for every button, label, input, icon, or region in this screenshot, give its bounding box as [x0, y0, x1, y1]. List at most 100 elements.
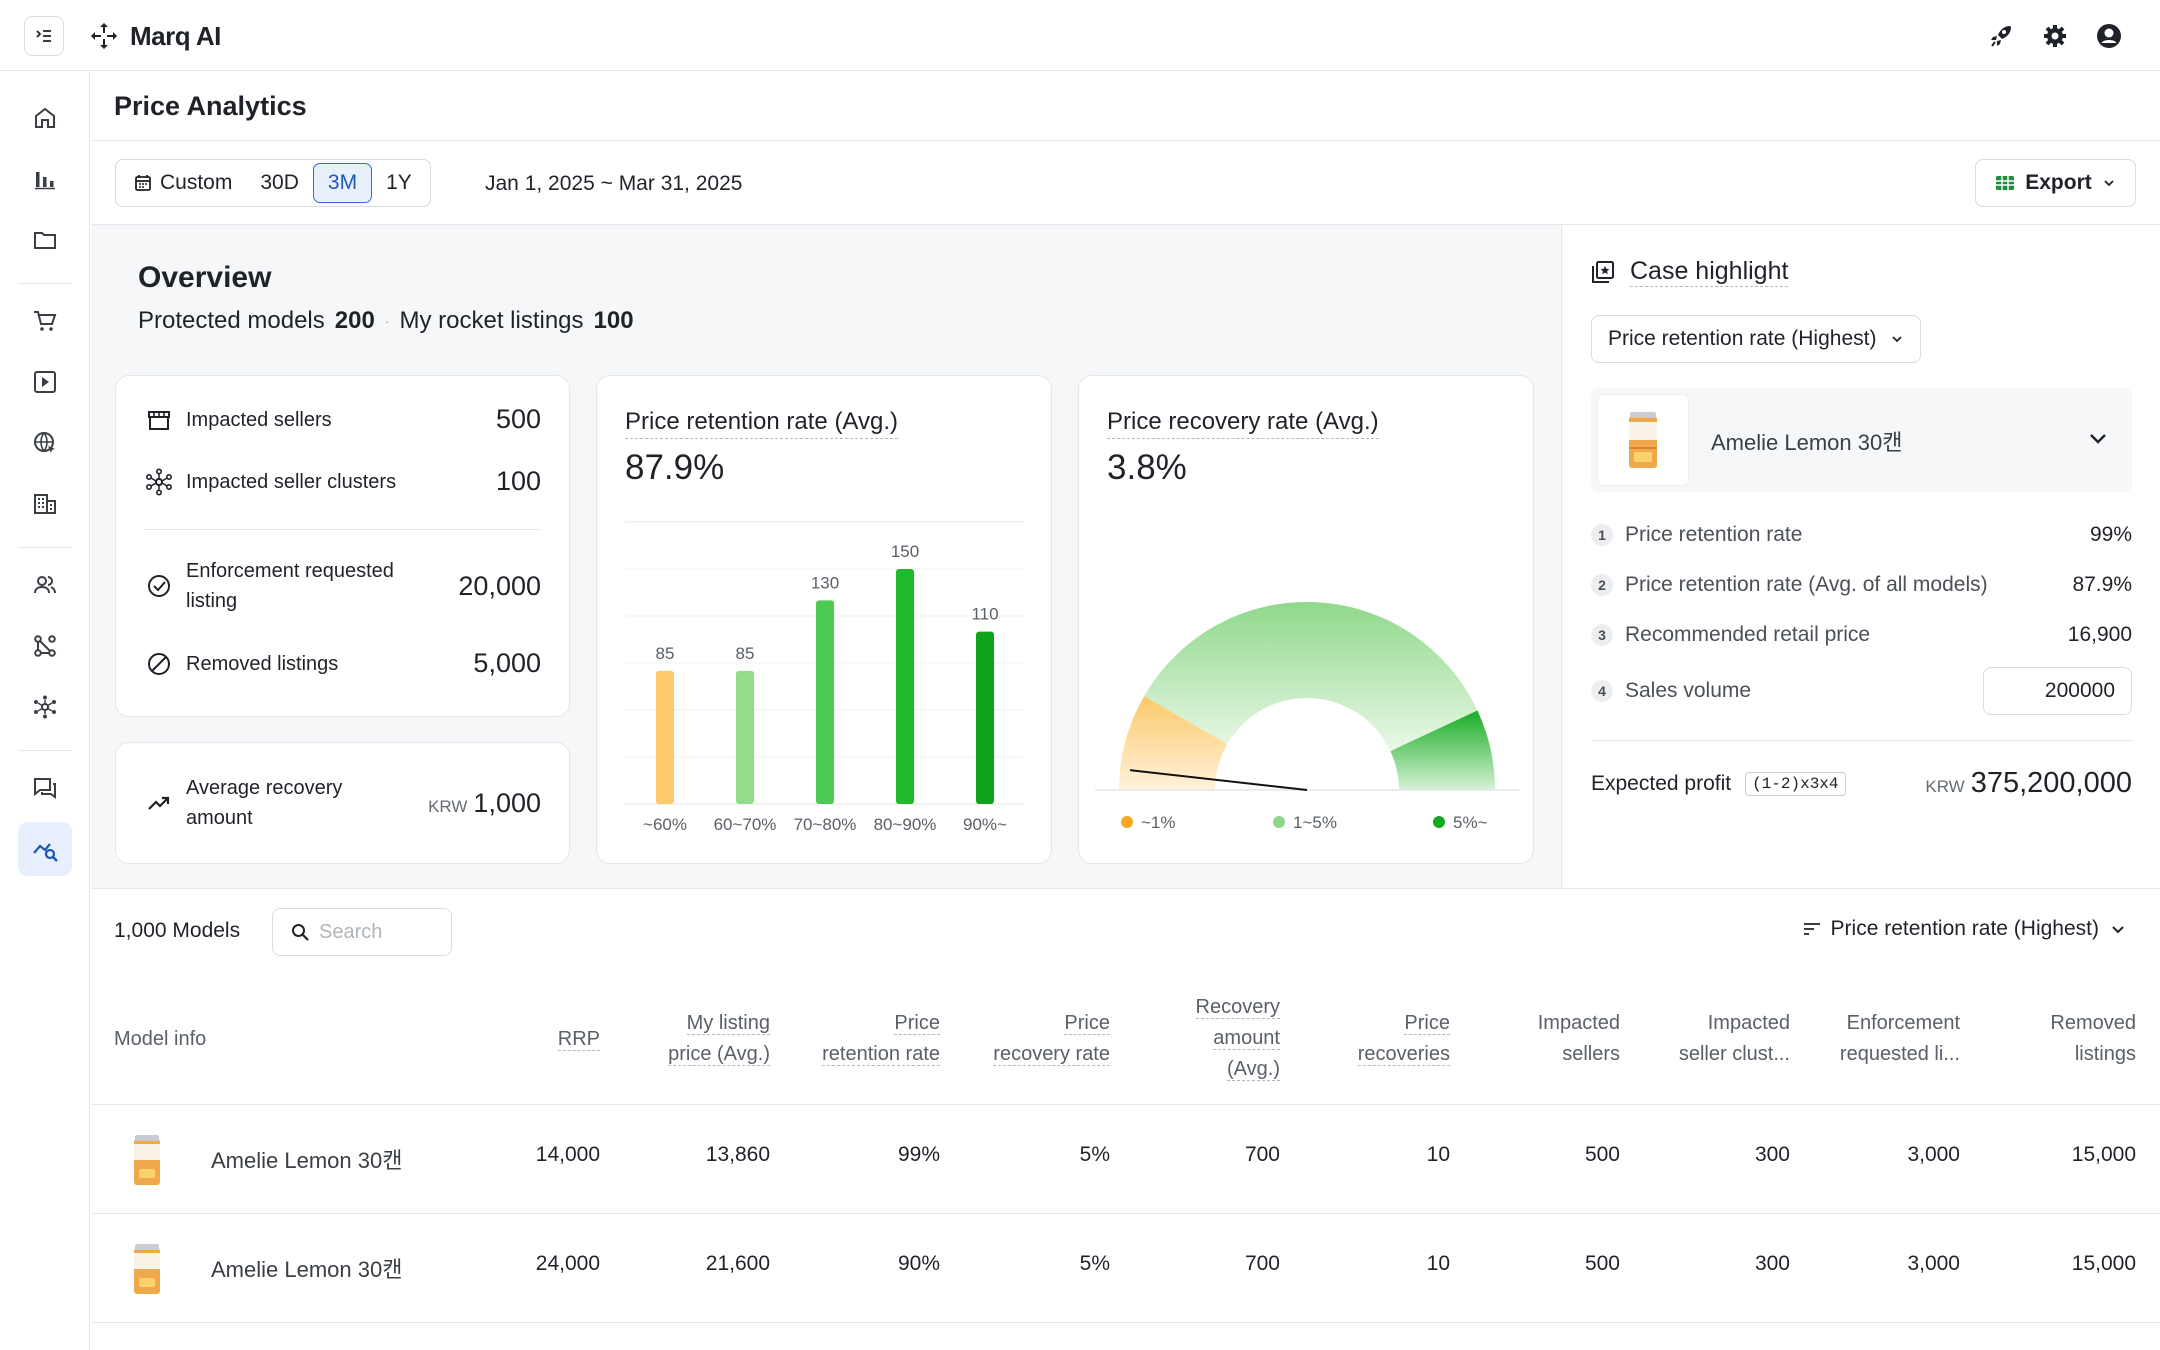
search-box[interactable] [272, 908, 452, 956]
export-label: Export [2025, 171, 2092, 194]
sort-select[interactable]: Price retention rate (Highest) [1803, 917, 2127, 941]
sidebar-item-companies[interactable] [18, 477, 72, 531]
sidebar-item-users[interactable] [18, 558, 72, 612]
retention-card-value: 87.9% [625, 448, 725, 487]
legend-label: 5%~ [1453, 813, 1488, 832]
col-recoveries[interactable]: Price recoveries [1357, 1012, 1450, 1066]
recovery-card-title[interactable]: Price recovery rate (Avg.) [1107, 408, 1379, 439]
cell-removed: 15,000 [2071, 1252, 2136, 1275]
chat-icon [34, 778, 56, 799]
case-highlight-panel: Case highlight Price retention rate (Hig… [1561, 225, 2160, 889]
sales-volume-input[interactable] [1983, 667, 2132, 715]
cart-icon [34, 311, 57, 331]
period-3m-button[interactable]: 3M [312, 163, 373, 203]
impacted-sellers-value: 500 [495, 404, 541, 434]
rocket-icon[interactable] [1986, 18, 2016, 54]
avg-recovery-card: Average recovery amount KRW 1,000 [115, 742, 570, 864]
export-button[interactable]: Export [1975, 159, 2136, 207]
workflow-icon [34, 635, 56, 657]
cell-recoveries: 10 [1426, 1143, 1450, 1166]
case-row-sales: 4 Sales volume [1591, 667, 2132, 715]
sidebar-item-clusters[interactable] [18, 680, 72, 734]
overview-section: Overview Protected models 200 · My rocke… [91, 225, 1561, 889]
cell-rrp: 24,000 [535, 1252, 600, 1275]
sidebar [0, 71, 90, 1350]
blocked-icon [144, 649, 174, 679]
sidebar-item-messages[interactable] [18, 761, 72, 815]
col-removed[interactable]: Removed listings [2050, 1012, 2136, 1065]
custom-period-button[interactable]: Custom [120, 163, 246, 203]
rocket-listings-label: My rocket listings [399, 307, 584, 334]
table-row[interactable]: Amelie Lemon 30캔 24,000 21,600 90% 5% 70… [91, 1214, 2160, 1323]
sidebar-item-video[interactable] [18, 355, 72, 409]
chevron-down-icon [1892, 336, 1903, 343]
legend-dot [1121, 816, 1133, 828]
filter-bar: Custom 30D 3M 1Y Jan 1, 2025 ~ Mar 31, 2… [91, 141, 2160, 225]
case-product-selector[interactable]: Amelie Lemon 30캔 [1591, 388, 2132, 492]
overview-summary: Protected models 200 · My rocket listing… [138, 307, 634, 334]
spreadsheet-icon [1996, 176, 2015, 190]
bar-80~90%[interactable] [896, 569, 914, 804]
sidebar-item-workflow[interactable] [18, 619, 72, 673]
col-enforcement[interactable]: Enforcement requested li... [1839, 1012, 1960, 1065]
case-row-rrp: 3 Recommended retail price 16,900 [1591, 623, 2132, 647]
app-logo[interactable]: Marq AI [88, 18, 221, 54]
chevron-down-icon [2090, 434, 2106, 444]
lemon-can-image [134, 1135, 160, 1185]
bar-60~70%[interactable] [736, 670, 754, 804]
bar-70~80%[interactable] [816, 600, 834, 804]
case-product-name: Amelie Lemon 30캔 [1711, 430, 1903, 455]
bar-~60%[interactable] [656, 670, 674, 804]
lemon-can-image [134, 1244, 160, 1294]
cell-recovery: 5% [1079, 1143, 1110, 1166]
x-tick-label: 90%~ [963, 815, 1007, 834]
impact-stats-card: Impacted sellers 500 Impacted seller clu… [115, 375, 570, 717]
cell-enforcement: 3,000 [1907, 1252, 1960, 1275]
users-icon [34, 576, 56, 594]
cell-rrp: 14,000 [535, 1143, 600, 1166]
col-retention[interactable]: Price retention rate [822, 1012, 940, 1066]
case-highlight-title[interactable]: Case highlight [1630, 257, 1789, 287]
sidebar-item-analytics[interactable] [18, 152, 72, 206]
profit-currency: KRW [1925, 777, 1965, 796]
cell-impacted-sellers: 500 [1584, 1252, 1620, 1275]
account-avatar-icon[interactable] [2094, 18, 2124, 54]
sidebar-item-web[interactable] [18, 416, 72, 470]
trending-up-icon [144, 788, 174, 818]
legend-label: ~1% [1141, 813, 1176, 832]
col-my-listing[interactable]: My listing price (Avg.) [668, 1012, 770, 1066]
col-recovery-amount[interactable]: Recovery amount (Avg.) [1195, 996, 1280, 1081]
removed-value: 5,000 [473, 648, 541, 678]
col-recovery[interactable]: Price recovery rate [993, 1012, 1110, 1066]
analytics-search-icon [33, 843, 58, 862]
sidebar-toggle-button[interactable] [24, 16, 64, 56]
col-rrp[interactable]: RRP [557, 1028, 600, 1051]
cell-impacted-clusters: 300 [1754, 1143, 1790, 1166]
table-row[interactable]: Amelie Lemon 30캔 14,000 13,860 99% 5% 70… [91, 1105, 2160, 1214]
building-icon [34, 494, 56, 514]
bar-value-label: 110 [971, 605, 998, 624]
profit-formula: (1-2)x3x4 [1745, 771, 1846, 796]
case-metric-select[interactable]: Price retention rate (Highest) [1591, 315, 1922, 363]
period-30d-button[interactable]: 30D [260, 171, 299, 194]
search-input[interactable] [319, 920, 429, 944]
col-impacted-clusters[interactable]: Impacted seller clust... [1678, 1012, 1790, 1065]
sort-icon [1803, 923, 1820, 935]
cell-impacted-sellers: 500 [1584, 1143, 1620, 1166]
settings-gear-icon[interactable] [2040, 18, 2070, 54]
cluster-icon [144, 467, 174, 497]
case-highlight-header: Case highlight [1590, 257, 1789, 287]
avg-recovery-label: Average recovery amount [186, 777, 343, 829]
bar-90%~[interactable] [976, 631, 994, 804]
expected-profit: Expected profit (1-2)x3x4 KRW 375,200,000 [1591, 767, 2132, 800]
search-icon [292, 924, 309, 941]
sidebar-item-home[interactable] [18, 91, 72, 145]
cell-recovery-amount: 700 [1244, 1143, 1280, 1166]
sidebar-item-folders[interactable] [18, 213, 72, 267]
col-impacted-sellers[interactable]: Impacted sellers [1537, 1012, 1620, 1065]
cell-removed: 15,000 [2071, 1143, 2136, 1166]
period-1y-button[interactable]: 1Y [386, 171, 412, 194]
sidebar-item-shopping[interactable] [18, 294, 72, 348]
retention-card-title[interactable]: Price retention rate (Avg.) [625, 408, 899, 439]
sidebar-item-price-analytics[interactable] [18, 822, 72, 876]
